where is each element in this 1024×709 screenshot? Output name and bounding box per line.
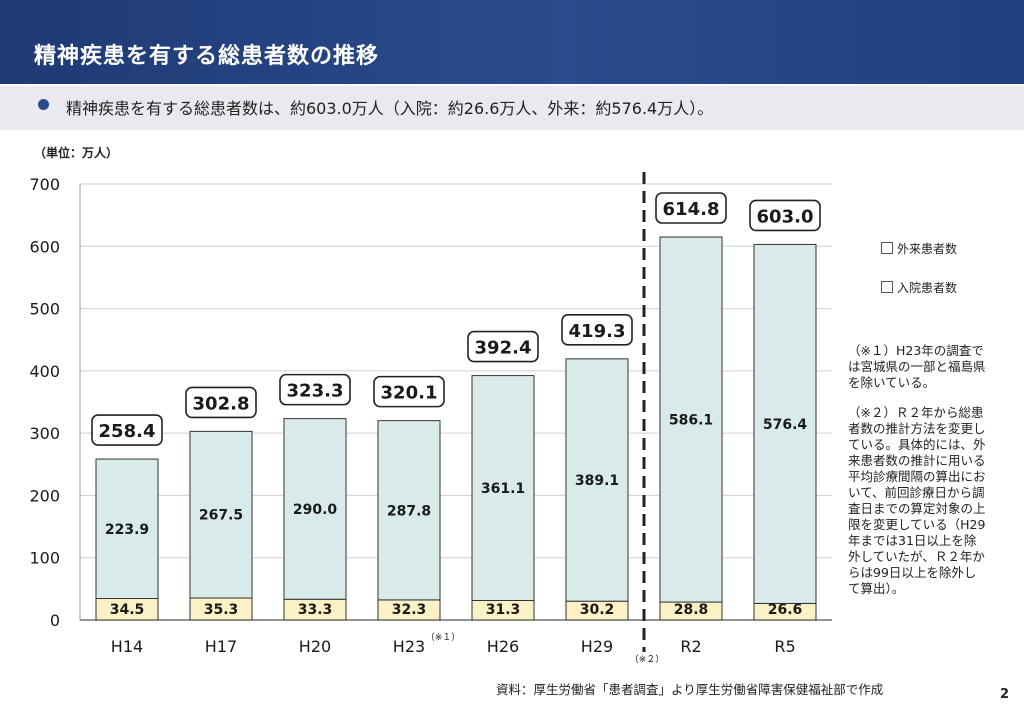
legend-swatch-inpatient (881, 281, 893, 293)
note-1-line: は宮城県の一部と福島県 (848, 359, 986, 374)
outpatient-value-label: 586.1 (669, 413, 713, 429)
total-callout-box (749, 199, 821, 232)
note-2-line: 外していたが、Ｒ２年か (848, 549, 985, 564)
outpatient-value-label: 389.1 (575, 473, 619, 489)
inpatient-value-label: 28.8 (674, 602, 709, 618)
outpatient-value-label: 223.9 (105, 522, 149, 538)
source-credit: 資料：厚生労働省「患者調査」より厚生労働省障害保健福祉部で作成 (496, 682, 884, 697)
bar-outpatient (95, 458, 159, 600)
y-tick-label: 300 (29, 424, 60, 443)
note-2-line: て算出）。 (848, 581, 905, 596)
bar-outpatient (471, 375, 535, 602)
note-2-line: らは99日以上を除外し (848, 565, 977, 580)
x-tick-label: H26 (487, 637, 519, 656)
outpatient-value-label: 287.8 (387, 503, 431, 519)
inpatient-value-label: 30.2 (580, 602, 615, 618)
y-tick-label: 0 (50, 611, 60, 630)
total-callout-box (91, 414, 163, 446)
x-tick-label: H29 (581, 637, 613, 656)
total-value-label: 320.1 (381, 383, 438, 404)
category-note-mark: （※２） (630, 654, 665, 665)
total-callout-box (373, 375, 445, 408)
bar-outpatient (283, 418, 347, 600)
note-2-line: 限を変更している（H29 (848, 517, 986, 532)
y-tick-label: 500 (29, 300, 60, 319)
inpatient-value-label: 33.3 (298, 602, 333, 618)
note-2-line: 査日までの算定対象の上 (848, 501, 986, 516)
outpatient-value-label: 576.4 (763, 417, 808, 433)
bar-outpatient (565, 358, 629, 602)
outpatient-value-label: 267.5 (199, 508, 243, 524)
total-value-label: 323.3 (287, 381, 344, 402)
inpatient-value-label: 26.6 (768, 602, 803, 618)
note-1-line: （※１）H23年の調査で (848, 343, 984, 358)
total-value-label: 258.4 (99, 421, 156, 442)
note-2-line: いて、前回診療日から調 (848, 485, 985, 500)
total-callout-box (561, 314, 633, 346)
total-callout-box (655, 192, 727, 224)
inpatient-value-label: 35.3 (204, 602, 239, 618)
note-2-line: （※２）Ｒ２年から総患 (848, 405, 984, 420)
bar-outpatient (377, 420, 441, 601)
legend-label-inpatient: 入院患者数 (897, 281, 958, 295)
note-2-line: ている。具体的には、外 (848, 437, 986, 452)
x-tick-label: H23 (393, 637, 425, 656)
total-value-label: 392.4 (475, 338, 532, 359)
outpatient-value-label: 290.0 (293, 502, 338, 518)
y-tick-label: 200 (29, 486, 60, 505)
total-value-label: 603.0 (757, 206, 814, 227)
note-1-line: を除いている。 (848, 375, 936, 390)
summary-text: 精神疾患を有する総患者数は、約603.0万人（入院：約26.6万人、外来：約57… (66, 99, 714, 118)
note-2-line: 平均診療間隔の算出にお (848, 469, 986, 484)
note-2-line: 年までは31日以上を除 (848, 533, 977, 548)
header-banner: 精神疾患を有する総患者数の推移 (0, 0, 1024, 84)
bar-outpatient (659, 236, 723, 603)
x-tick-label: H20 (299, 637, 331, 656)
x-tick-label: R5 (774, 637, 795, 656)
inpatient-value-label: 31.3 (486, 602, 521, 618)
page-number: 2 (1000, 687, 1010, 702)
x-tick-label: R2 (680, 637, 701, 656)
bar-outpatient (753, 243, 817, 604)
legend-swatch-outpatient (881, 242, 893, 254)
y-tick-label: 600 (29, 237, 60, 256)
total-value-label: 614.8 (663, 199, 720, 220)
category-note-mark: （※１） (426, 632, 461, 643)
bullet-icon (38, 99, 49, 110)
y-tick-label: 400 (29, 362, 60, 381)
total-value-label: 419.3 (569, 321, 626, 342)
total-callout-box (185, 386, 257, 419)
note-1: （※１）H23年の調査で は宮城県の一部と福島県 を除いている。 (848, 343, 986, 391)
inpatient-value-label: 34.5 (110, 602, 145, 618)
legend-label-outpatient: 外来患者数 (897, 242, 958, 256)
summary-bar: 精神疾患を有する総患者数は、約603.0万人（入院：約26.6万人、外来：約57… (0, 86, 1024, 130)
page-title: 精神疾患を有する総患者数の推移 (34, 44, 380, 69)
total-callout-box (279, 373, 351, 406)
total-value-label: 302.8 (193, 393, 250, 414)
note-2-line: 者数の推計方法を変更し (848, 421, 986, 436)
inpatient-value-label: 32.3 (392, 602, 427, 618)
unit-label: （単位：万人） (34, 146, 119, 160)
bar-outpatient (189, 430, 253, 599)
outpatient-value-label: 361.1 (481, 481, 525, 497)
note-2-line: 来患者数の推計に用いる (848, 453, 986, 468)
y-tick-label: 700 (29, 175, 60, 194)
note-2: （※２）Ｒ２年から総患 者数の推計方法を変更し ている。具体的には、外 来患者数… (848, 405, 986, 597)
x-tick-label: H14 (111, 637, 143, 656)
x-tick-label: H17 (205, 637, 237, 656)
y-tick-label: 100 (29, 549, 60, 568)
total-callout-box (467, 330, 539, 363)
